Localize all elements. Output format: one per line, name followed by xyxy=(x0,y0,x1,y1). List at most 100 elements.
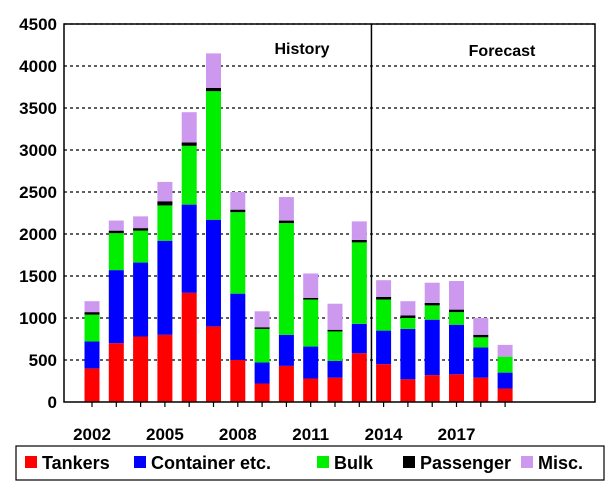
bar-segment-container-etc xyxy=(84,341,100,369)
bar-segment-container-etc xyxy=(108,270,124,344)
axes xyxy=(63,23,596,407)
bar-segment-container-etc xyxy=(133,262,149,337)
bar-segment-bulk xyxy=(497,356,513,373)
bar-segment-tankers xyxy=(206,326,221,402)
bar-segment-bulk xyxy=(206,91,221,220)
y-tick-label: 2500 xyxy=(19,183,57,202)
bar-segment-container-etc xyxy=(303,346,319,379)
x-tick-label: 2002 xyxy=(73,425,111,444)
x-tick-label: 2017 xyxy=(438,425,476,444)
y-tick-label: 500 xyxy=(29,351,57,370)
legend-swatch xyxy=(317,456,329,468)
bar-segment-tankers xyxy=(230,360,246,402)
legend-swatch xyxy=(25,456,37,468)
bar-segment-bulk xyxy=(351,242,367,324)
plot-frame xyxy=(63,23,596,403)
bar-segment-misc xyxy=(400,301,416,316)
bar-segment-bulk xyxy=(376,299,392,331)
bar-segment-misc xyxy=(473,318,489,335)
bar-segment-bulk xyxy=(157,205,173,241)
bar-segment-bulk xyxy=(84,314,100,342)
y-tick-label: 1000 xyxy=(19,309,57,328)
bar-segment-bulk xyxy=(327,331,343,361)
legend-label: Container etc. xyxy=(151,453,271,473)
bar-segment-container-etc xyxy=(424,319,440,376)
bar-segment-misc xyxy=(133,216,149,229)
bar-segment-tankers xyxy=(497,388,513,402)
y-tick-label: 0 xyxy=(48,393,57,412)
bar-segment-passenger xyxy=(303,297,319,300)
bar-segment-bulk xyxy=(473,337,489,348)
bar-segment-passenger xyxy=(327,329,343,332)
bar-segment-container-etc xyxy=(376,330,392,365)
bar-segment-passenger xyxy=(181,142,197,146)
bar-segment-tankers xyxy=(424,375,440,402)
y-tick-label: 1500 xyxy=(19,267,57,286)
bar-segment-tankers xyxy=(351,353,367,402)
bar-segment-misc xyxy=(424,282,440,303)
bar-series xyxy=(84,53,513,402)
bar-segment-misc xyxy=(157,181,173,202)
bar-segment-tankers xyxy=(327,377,343,402)
bar-segment-tankers xyxy=(181,292,197,402)
x-tick-label: 2005 xyxy=(146,425,184,444)
bar-segment-bulk xyxy=(133,230,149,263)
bar-segment-bulk xyxy=(254,328,270,363)
legend-label: Bulk xyxy=(334,453,374,473)
bar-segment-tankers xyxy=(449,374,464,402)
bar-segment-container-etc xyxy=(254,362,270,384)
bar-segment-passenger xyxy=(351,239,367,243)
bar-segment-tankers xyxy=(108,343,124,402)
bar-segment-container-etc xyxy=(206,219,221,327)
bar-segment-tankers xyxy=(278,365,294,402)
bar-segment-bulk xyxy=(424,305,440,320)
bar-segment-passenger xyxy=(449,309,464,313)
bar-segment-passenger xyxy=(424,302,440,306)
bar-segment-passenger xyxy=(400,315,416,318)
bar-segment-tankers xyxy=(303,378,319,402)
bar-segment-passenger xyxy=(473,334,489,338)
bar-segment-container-etc xyxy=(278,334,294,366)
bar-segment-tankers xyxy=(133,336,149,402)
bar-segment-misc xyxy=(449,281,464,310)
bar-segment-container-etc xyxy=(181,204,197,293)
bar-segment-passenger xyxy=(84,312,100,315)
bar-segment-misc xyxy=(303,273,319,298)
period-label-history: History xyxy=(274,41,329,58)
bar-segment-container-etc xyxy=(230,293,246,360)
bar-segment-misc xyxy=(278,197,294,221)
bar-segment-passenger xyxy=(254,327,270,329)
bar-segment-bulk xyxy=(449,312,464,325)
y-tick-label: 3000 xyxy=(19,141,57,160)
bar-segment-misc xyxy=(181,112,197,143)
bar-segment-container-etc xyxy=(497,372,513,389)
legend-label: Misc. xyxy=(538,453,583,473)
bar-segment-bulk xyxy=(181,145,197,205)
period-label-forecast: Forecast xyxy=(469,43,536,60)
y-tick-label: 4500 xyxy=(19,15,57,34)
bar-segment-passenger xyxy=(278,220,294,224)
bar-segment-tankers xyxy=(376,364,392,402)
bar-segment-passenger xyxy=(133,228,149,231)
bar-segment-tankers xyxy=(254,383,270,402)
bar-segment-tankers xyxy=(157,334,173,402)
legend-swatch xyxy=(134,456,146,468)
bar-segment-tankers xyxy=(473,377,489,402)
bar-segment-misc xyxy=(108,220,124,231)
bar-segment-container-etc xyxy=(400,328,416,380)
bar-segment-container-etc xyxy=(473,347,489,378)
bar-segment-misc xyxy=(254,311,270,328)
x-tick-label: 2011 xyxy=(292,425,329,444)
bar-segment-container-etc xyxy=(157,240,173,335)
bar-segment-misc xyxy=(497,344,513,357)
bar-segment-passenger xyxy=(230,209,246,213)
bar-segment-misc xyxy=(376,280,392,297)
bar-segment-misc xyxy=(327,303,343,330)
bar-segment-container-etc xyxy=(449,324,464,375)
tick-labels: 0 500 1000 1500 2000 2500 3000 3500 4000 4500 2002… xyxy=(19,15,475,444)
bar-segment-misc xyxy=(84,301,100,313)
legend-label: Tankers xyxy=(42,453,110,473)
bar-segment-bulk xyxy=(278,223,294,335)
y-tick-label: 4000 xyxy=(19,57,57,76)
